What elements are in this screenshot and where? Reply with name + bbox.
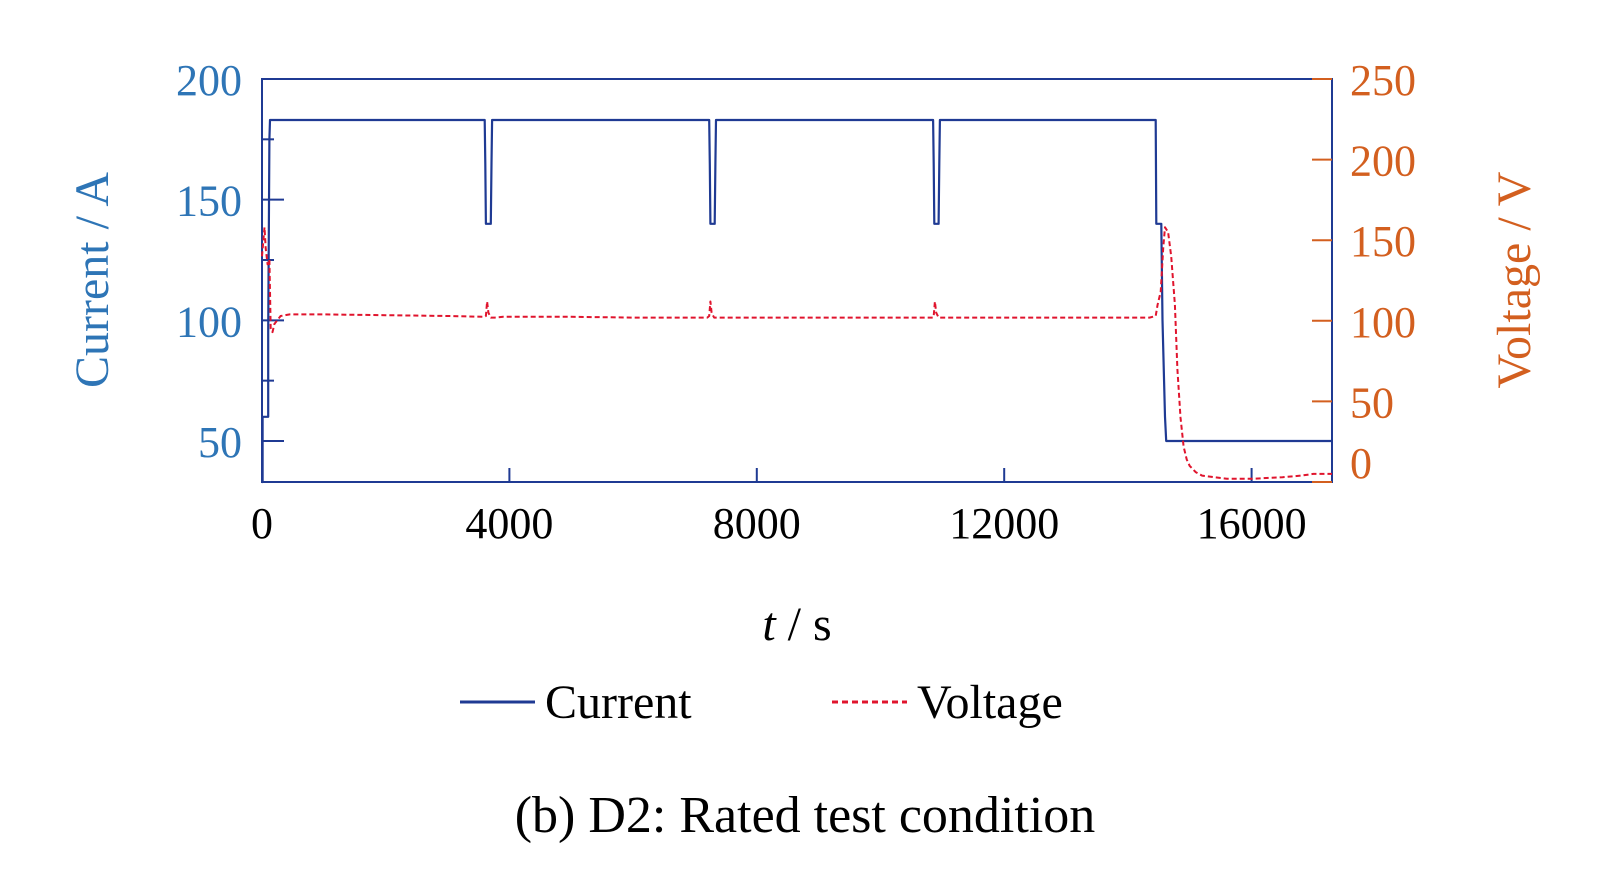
y-right-tick-label: 250 [1350,56,1416,105]
series-layer [261,118,1332,484]
x-tick-label: 8000 [713,499,801,548]
plot-frame [261,78,1333,483]
y-right-tick-label: 100 [1350,298,1416,347]
legend-current-label: Current [545,676,692,729]
y-left-tick-label: 200 [176,56,242,105]
y-left-tick-label: 50 [198,418,242,467]
figure-caption: (b) D2: Rated test condition [515,787,1096,844]
y-right-tick-label: 0 [1350,439,1372,488]
legend: Current Voltage [460,676,1063,729]
voltage-series-line [261,226,1332,480]
y-right-axis-title: Voltage / V [1488,171,1541,388]
y-left-tick-label: 100 [176,297,242,346]
y-left-axis-title: Current / A [66,172,119,388]
x-axis-title: t / s [762,598,831,651]
y-right-tick-label: 150 [1350,217,1416,266]
x-tick-label: 0 [251,499,273,548]
x-tick-label: 12000 [949,499,1059,548]
y-left-tick-label: 150 [176,177,242,226]
axis-ticks [261,78,1332,483]
x-tick-label: 16000 [1197,499,1307,548]
legend-voltage-label: Voltage [917,676,1063,729]
y-right-tick-label: 50 [1350,378,1394,427]
current-series-line [261,118,1332,484]
tick-labels: 0 4000 8000 12000 16000501001502000501001502… [176,56,1416,548]
x-axis-title-variable: t [762,598,777,651]
x-tick-label: 4000 [465,499,553,548]
x-axis-title-unit: / s [776,598,832,651]
y-right-tick-label: 200 [1350,137,1416,186]
